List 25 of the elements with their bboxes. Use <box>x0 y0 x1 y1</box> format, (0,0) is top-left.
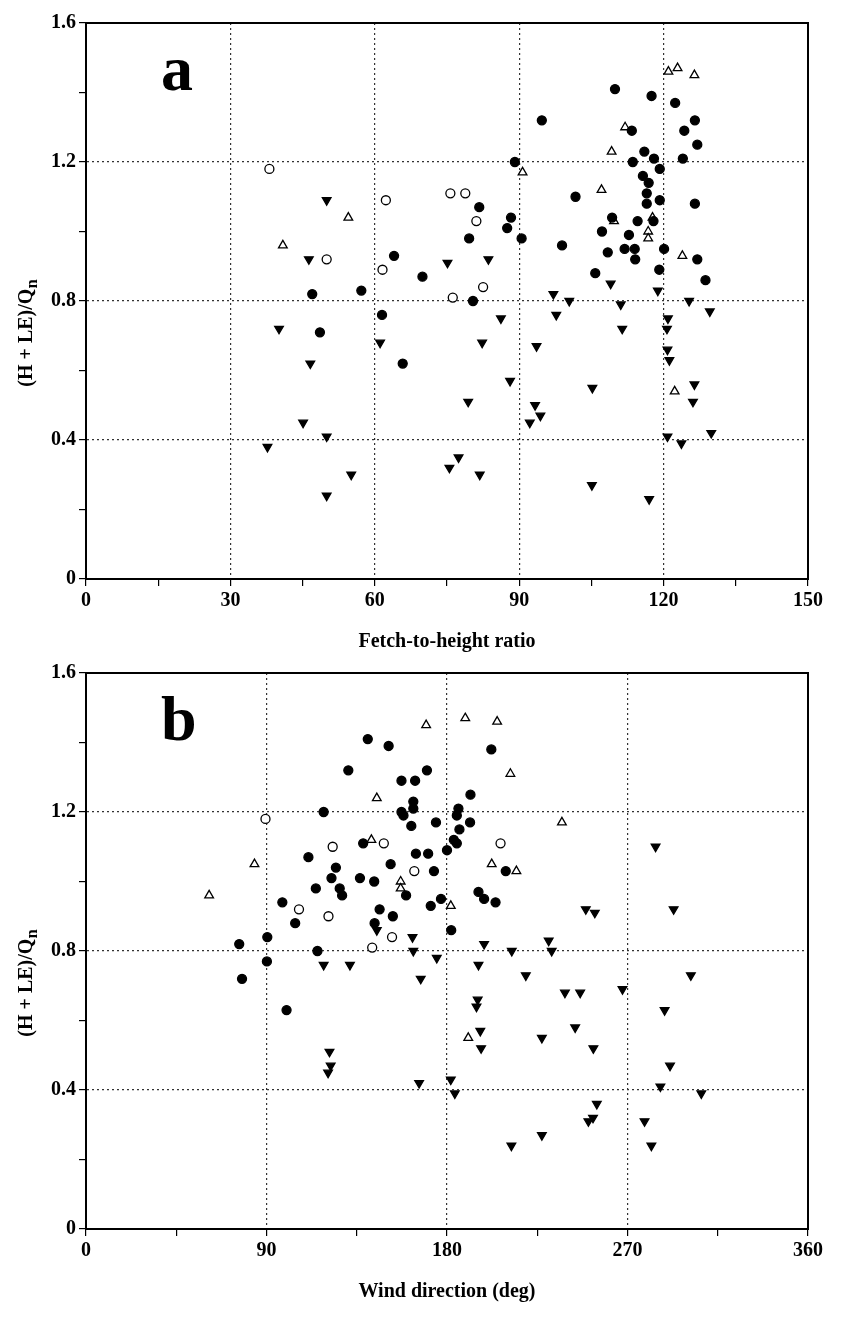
annotation: a <box>161 32 193 104</box>
x-tick-label: 0 <box>81 1238 91 1261</box>
y-tick-label: 1.6 <box>51 10 76 33</box>
y-tick-label: 0.4 <box>51 427 76 450</box>
x-tick-label: 120 <box>648 588 679 611</box>
x-tick-label: 360 <box>793 1238 823 1261</box>
y-tick-label: 0.4 <box>51 1077 76 1100</box>
y-tick-label: 0 <box>66 1216 76 1239</box>
y-tick-label: 0.8 <box>51 288 76 311</box>
x-axis-title: Wind direction (deg) <box>358 1279 536 1303</box>
x-tick-label: 180 <box>432 1238 462 1261</box>
x-axis-title: Fetch-to-height ratio <box>358 629 536 653</box>
x-tick-label: 30 <box>220 588 241 611</box>
x-tick-label: 60 <box>364 588 385 611</box>
y-tick-label: 1.6 <box>51 660 76 683</box>
x-tick-label: 90 <box>256 1238 277 1261</box>
x-tick-label: 90 <box>509 588 530 611</box>
y-tick-label: 1.2 <box>51 799 76 822</box>
x-tick-label: 150 <box>793 588 823 611</box>
x-tick-label: 270 <box>612 1238 643 1261</box>
y-tick-label: 1.2 <box>51 149 76 172</box>
y-tick-label: 0.8 <box>51 938 76 961</box>
x-tick-label: 0 <box>81 588 91 611</box>
y-tick-label: 0 <box>66 566 76 589</box>
annotation: b <box>161 682 197 754</box>
